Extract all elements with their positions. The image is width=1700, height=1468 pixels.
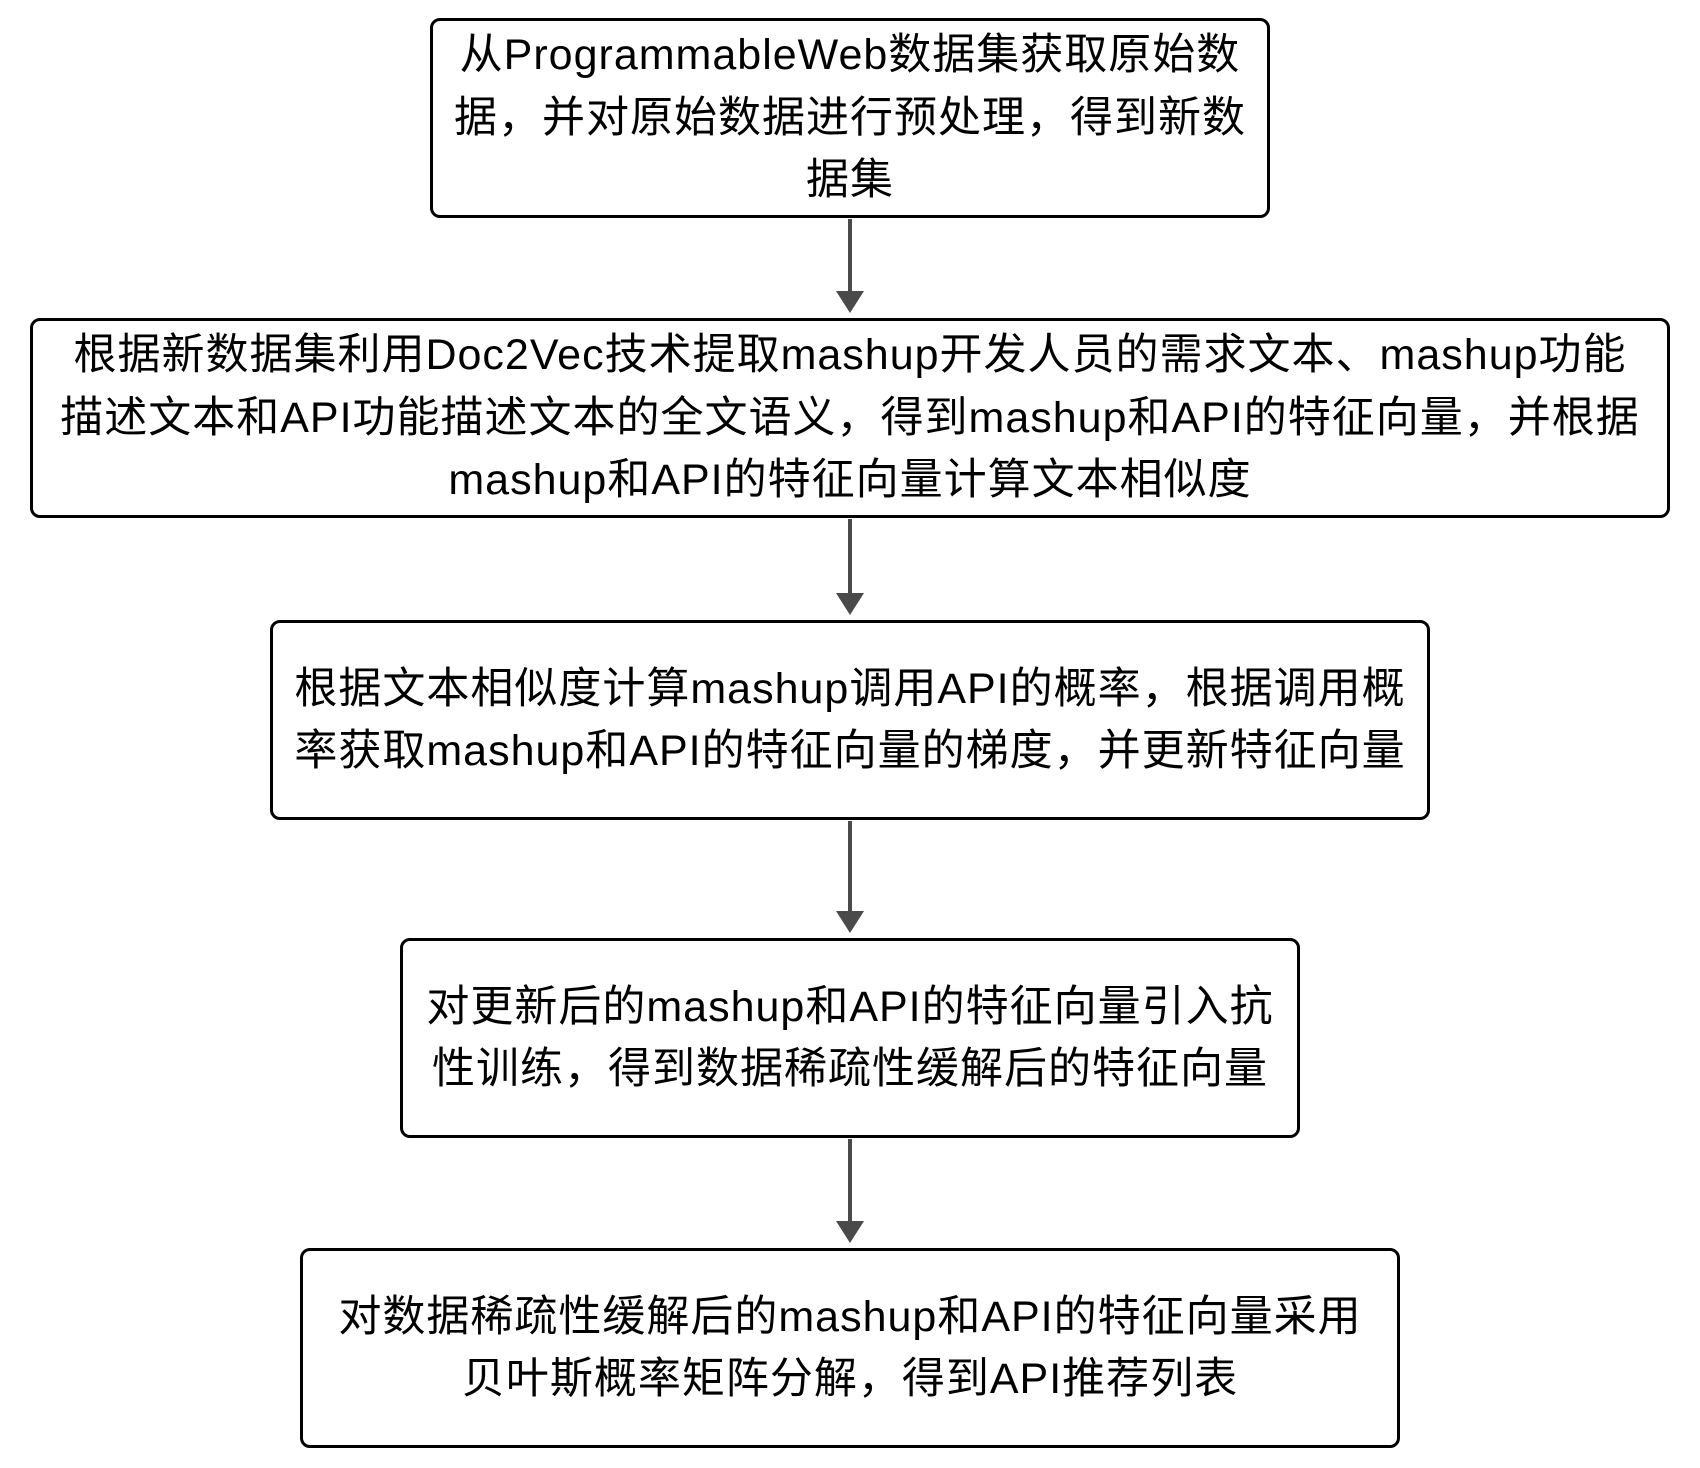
flow-arrow-3-head (836, 911, 864, 933)
flow-arrow-3 (836, 821, 864, 933)
flow-arrow-1-head (836, 291, 864, 313)
flow-node-3: 根据文本相似度计算mashup调用API的概率，根据调用概率获取mashup和A… (270, 620, 1430, 820)
flow-arrow-2-head (836, 593, 864, 615)
flow-arrow-4 (836, 1139, 864, 1243)
flow-arrow-4-head (836, 1221, 864, 1243)
flow-arrow-2-line (848, 519, 852, 593)
flow-arrow-3-line (848, 821, 852, 911)
flow-node-2: 根据新数据集利用Doc2Vec技术提取mashup开发人员的需求文本、mashu… (30, 318, 1670, 518)
flow-node-4: 对更新后的mashup和API的特征向量引入抗性训练，得到数据稀疏性缓解后的特征… (400, 938, 1300, 1138)
flow-arrow-1 (836, 219, 864, 313)
flowchart-canvas: 从ProgrammableWeb数据集获取原始数据，并对原始数据进行预处理，得到… (0, 0, 1700, 1468)
flow-arrow-4-line (848, 1139, 852, 1221)
flow-node-3-text: 根据文本相似度计算mashup调用API的概率，根据调用概率获取mashup和A… (293, 658, 1407, 783)
flow-node-1: 从ProgrammableWeb数据集获取原始数据，并对原始数据进行预处理，得到… (430, 18, 1270, 218)
flow-node-1-text: 从ProgrammableWeb数据集获取原始数据，并对原始数据进行预处理，得到… (453, 24, 1247, 211)
flow-arrow-1-line (848, 219, 852, 291)
flow-node-5-text: 对数据稀疏性缓解后的mashup和API的特征向量采用贝叶斯概率矩阵分解，得到A… (323, 1286, 1377, 1411)
flow-node-5: 对数据稀疏性缓解后的mashup和API的特征向量采用贝叶斯概率矩阵分解，得到A… (300, 1248, 1400, 1448)
flow-arrow-2 (836, 519, 864, 615)
flow-node-4-text: 对更新后的mashup和API的特征向量引入抗性训练，得到数据稀疏性缓解后的特征… (423, 976, 1277, 1101)
flow-node-2-text: 根据新数据集利用Doc2Vec技术提取mashup开发人员的需求文本、mashu… (53, 324, 1647, 511)
